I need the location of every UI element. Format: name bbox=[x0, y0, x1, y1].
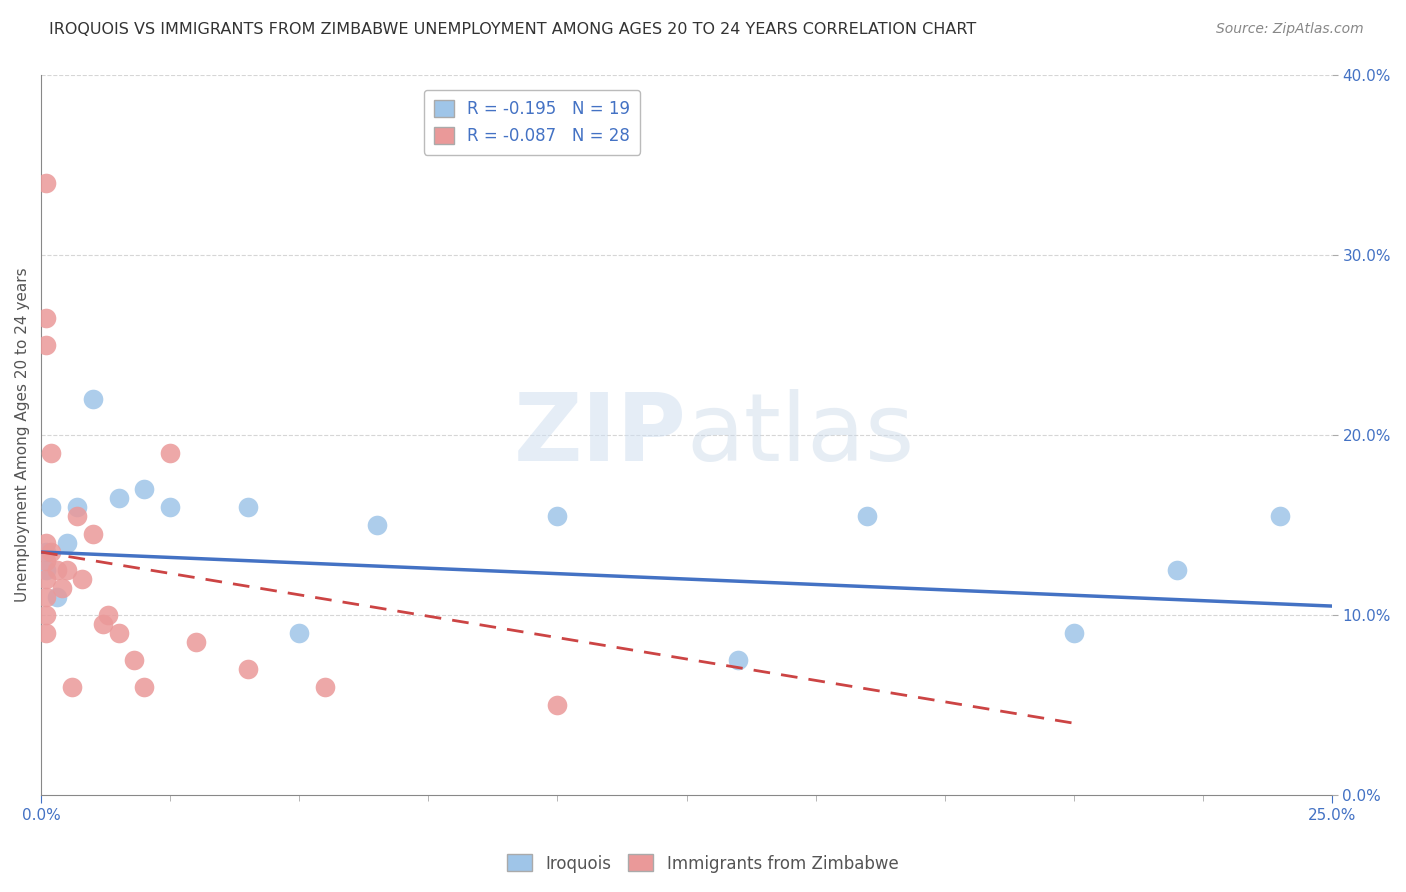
Point bbox=[236, 500, 259, 514]
Point bbox=[41, 446, 63, 460]
Point bbox=[35, 338, 58, 352]
Point bbox=[547, 508, 569, 523]
Point bbox=[107, 626, 129, 640]
Point bbox=[66, 500, 89, 514]
Text: atlas: atlas bbox=[686, 389, 915, 481]
Point bbox=[35, 545, 58, 559]
Point bbox=[35, 176, 58, 190]
Legend: Iroquois, Immigrants from Zimbabwe: Iroquois, Immigrants from Zimbabwe bbox=[501, 847, 905, 880]
Text: Source: ZipAtlas.com: Source: ZipAtlas.com bbox=[1216, 22, 1364, 37]
Point bbox=[35, 563, 58, 577]
Point bbox=[288, 626, 311, 640]
Point bbox=[35, 554, 58, 568]
Point bbox=[727, 653, 749, 667]
Point bbox=[97, 608, 120, 623]
Point bbox=[366, 518, 388, 533]
Point bbox=[159, 500, 181, 514]
Point bbox=[547, 698, 569, 713]
Point bbox=[35, 608, 58, 623]
Point bbox=[1270, 508, 1292, 523]
Point bbox=[41, 500, 63, 514]
Point bbox=[41, 545, 63, 559]
Point bbox=[45, 590, 67, 604]
Point bbox=[122, 653, 145, 667]
Point bbox=[35, 572, 58, 586]
Point bbox=[72, 572, 94, 586]
Point bbox=[1166, 563, 1188, 577]
Point bbox=[35, 590, 58, 604]
Point bbox=[1063, 626, 1085, 640]
Y-axis label: Unemployment Among Ages 20 to 24 years: Unemployment Among Ages 20 to 24 years bbox=[15, 268, 30, 602]
Point bbox=[60, 680, 83, 694]
Point bbox=[856, 508, 879, 523]
Point bbox=[314, 680, 336, 694]
Point bbox=[159, 446, 181, 460]
Point bbox=[184, 635, 207, 649]
Point bbox=[35, 626, 58, 640]
Point bbox=[107, 491, 129, 505]
Point bbox=[236, 662, 259, 676]
Point bbox=[82, 392, 104, 406]
Text: ZIP: ZIP bbox=[513, 389, 686, 481]
Point bbox=[56, 563, 79, 577]
Point bbox=[66, 508, 89, 523]
Point bbox=[45, 563, 67, 577]
Point bbox=[91, 617, 114, 632]
Point bbox=[35, 536, 58, 550]
Point bbox=[82, 527, 104, 541]
Point bbox=[51, 581, 73, 595]
Text: IROQUOIS VS IMMIGRANTS FROM ZIMBABWE UNEMPLOYMENT AMONG AGES 20 TO 24 YEARS CORR: IROQUOIS VS IMMIGRANTS FROM ZIMBABWE UNE… bbox=[49, 22, 976, 37]
Point bbox=[35, 310, 58, 325]
Point bbox=[134, 680, 156, 694]
Point bbox=[134, 482, 156, 496]
Point bbox=[56, 536, 79, 550]
Legend: R = -0.195   N = 19, R = -0.087   N = 28: R = -0.195 N = 19, R = -0.087 N = 28 bbox=[423, 90, 640, 154]
